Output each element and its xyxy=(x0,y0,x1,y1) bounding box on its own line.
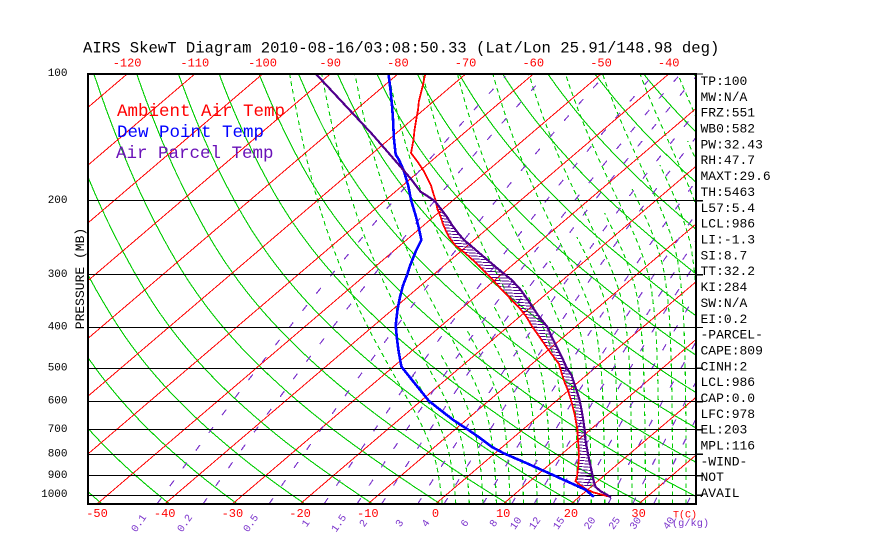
svg-text:15: 15 xyxy=(551,515,568,532)
svg-text:20: 20 xyxy=(564,507,578,521)
svg-text:-PARCEL-: -PARCEL- xyxy=(701,328,763,343)
svg-text:PRESSURE (MB): PRESSURE (MB) xyxy=(73,228,88,329)
svg-text:10: 10 xyxy=(496,507,510,521)
svg-text:EI:0.2: EI:0.2 xyxy=(701,312,748,327)
svg-text:-WIND-: -WIND- xyxy=(701,454,748,469)
svg-text:800: 800 xyxy=(48,448,68,460)
svg-text:40: 40 xyxy=(661,515,678,532)
svg-text:NOT: NOT xyxy=(701,470,725,485)
svg-text:WB0:582: WB0:582 xyxy=(701,122,756,137)
svg-text:200: 200 xyxy=(48,195,68,207)
svg-text:-40: -40 xyxy=(658,57,680,71)
svg-text:25: 25 xyxy=(607,515,624,532)
svg-text:SI:8.7: SI:8.7 xyxy=(701,248,748,263)
svg-text:MAXT:29.6: MAXT:29.6 xyxy=(701,169,771,184)
svg-text:30: 30 xyxy=(628,515,645,532)
svg-text:700: 700 xyxy=(48,424,68,436)
svg-text:-40: -40 xyxy=(154,507,176,521)
svg-text:SW:N/A: SW:N/A xyxy=(701,296,748,311)
svg-text:CINH:2: CINH:2 xyxy=(701,359,748,374)
svg-text:-60: -60 xyxy=(522,57,544,71)
svg-text:(g/kg): (g/kg) xyxy=(672,518,709,530)
svg-text:MW:N/A: MW:N/A xyxy=(701,90,748,105)
svg-text:-10: -10 xyxy=(357,507,379,521)
svg-text:AIRS SkewT Diagram 2010-08-16/: AIRS SkewT Diagram 2010-08-16/03:08:50.3… xyxy=(83,40,719,58)
svg-text:-50: -50 xyxy=(86,507,108,521)
svg-text:FRZ:551: FRZ:551 xyxy=(701,106,756,121)
svg-text:-20: -20 xyxy=(289,507,311,521)
svg-text:L57:5.4: L57:5.4 xyxy=(701,201,756,216)
svg-text:10: 10 xyxy=(508,515,525,532)
svg-text:Air Parcel Temp: Air Parcel Temp xyxy=(116,144,274,164)
svg-text:Ambient Air Temp: Ambient Air Temp xyxy=(117,102,285,122)
svg-text:-70: -70 xyxy=(455,57,477,71)
svg-text:TP:100: TP:100 xyxy=(701,74,748,89)
svg-text:300: 300 xyxy=(48,269,68,281)
svg-text:-100: -100 xyxy=(248,57,277,71)
svg-text:-90: -90 xyxy=(319,57,341,71)
svg-text:LI:-1.3: LI:-1.3 xyxy=(701,233,756,248)
svg-text:LCL:986: LCL:986 xyxy=(701,375,756,390)
svg-text:100: 100 xyxy=(48,68,68,80)
svg-text:900: 900 xyxy=(48,470,68,482)
svg-text:LCL:986: LCL:986 xyxy=(701,217,756,232)
svg-text:PW:32.43: PW:32.43 xyxy=(701,137,763,152)
svg-text:500: 500 xyxy=(48,362,68,374)
svg-text:TT:32.2: TT:32.2 xyxy=(701,264,756,279)
svg-text:0: 0 xyxy=(432,507,439,521)
svg-text:1000: 1000 xyxy=(41,489,67,501)
svg-text:CAPE:809: CAPE:809 xyxy=(701,343,763,358)
svg-text:20: 20 xyxy=(582,515,599,532)
svg-text:30: 30 xyxy=(631,507,645,521)
svg-text:-120: -120 xyxy=(113,57,142,71)
svg-text:KI:284: KI:284 xyxy=(701,280,748,295)
svg-text:-110: -110 xyxy=(180,57,209,71)
svg-text:-50: -50 xyxy=(590,57,612,71)
svg-text:600: 600 xyxy=(48,396,68,408)
svg-text:12: 12 xyxy=(527,515,544,532)
svg-text:T(C): T(C) xyxy=(673,510,697,522)
svg-text:EL:203: EL:203 xyxy=(701,423,748,438)
svg-text:-30: -30 xyxy=(222,507,244,521)
svg-text:RH:47.7: RH:47.7 xyxy=(701,153,756,168)
svg-text:LFC:978: LFC:978 xyxy=(701,407,756,422)
svg-text:MPL:116: MPL:116 xyxy=(701,439,756,454)
svg-text:-80: -80 xyxy=(387,57,409,71)
svg-text:400: 400 xyxy=(48,322,68,334)
svg-text:TH:5463: TH:5463 xyxy=(701,185,756,200)
svg-text:AVAIL: AVAIL xyxy=(701,486,740,501)
svg-text:Dew Point Temp: Dew Point Temp xyxy=(117,123,264,143)
svg-text:CAP:0.0: CAP:0.0 xyxy=(701,391,756,406)
